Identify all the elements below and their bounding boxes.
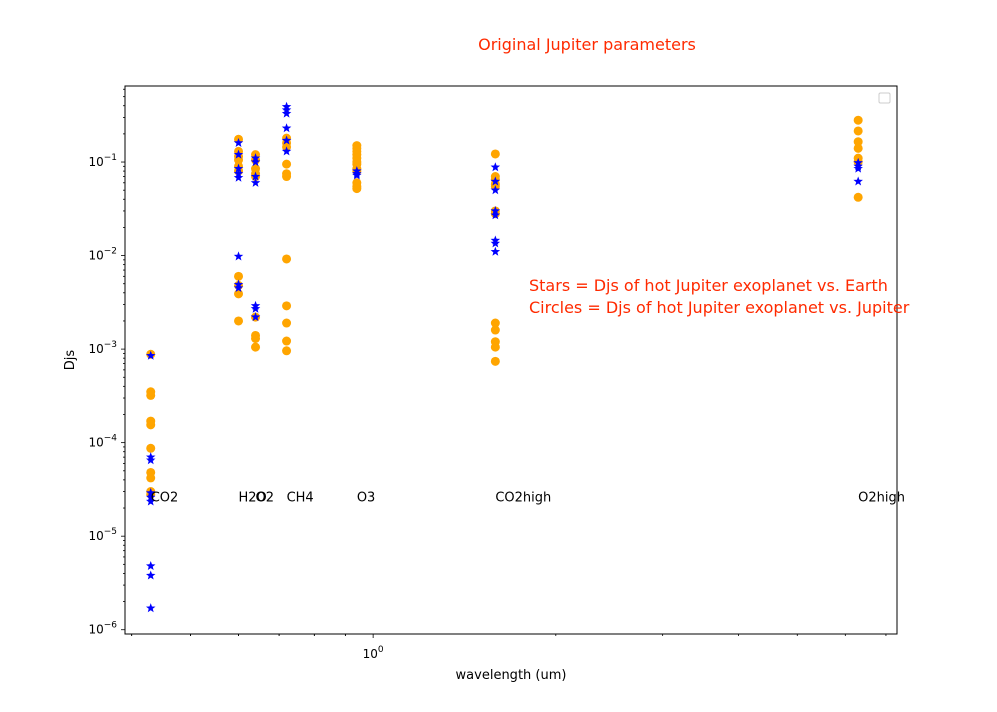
star-point	[233, 283, 244, 293]
annotation-stars: Stars = Djs of hot Jupiter exoplanet vs.…	[529, 276, 888, 295]
star-point	[145, 496, 156, 506]
star-point	[233, 251, 244, 261]
circle-point	[251, 342, 261, 352]
circle-point	[282, 301, 292, 311]
circle-point	[146, 390, 156, 400]
star-point	[281, 146, 292, 156]
star-point	[145, 570, 156, 580]
star-point	[490, 185, 501, 195]
star-point	[281, 123, 292, 133]
y-tick-label: 10−3	[88, 340, 117, 356]
y-tick-label: 10−4	[88, 434, 117, 450]
x-axis-label: wavelength (um)	[456, 668, 567, 683]
circle-point	[234, 289, 244, 299]
minor-ticks	[123, 88, 887, 636]
circle-point	[282, 254, 292, 264]
chart-title: Original Jupiter parameters	[478, 35, 696, 54]
molecule-label: O2high	[858, 490, 905, 505]
circle-point	[853, 192, 863, 202]
star-point	[233, 149, 244, 159]
y-tick-label: 10−2	[88, 247, 117, 263]
x-tick-label: 100	[363, 645, 384, 661]
data-points	[145, 101, 863, 613]
star-point	[145, 561, 156, 571]
star-point	[250, 157, 261, 167]
circle-point	[853, 137, 863, 147]
circle-point	[490, 149, 500, 159]
star-point	[250, 177, 261, 187]
star-point	[853, 176, 863, 186]
circle-point	[853, 115, 863, 125]
star-point	[145, 603, 156, 613]
molecule-label: H2O	[239, 490, 267, 505]
star-point	[490, 238, 501, 248]
circle-point	[853, 126, 863, 136]
star-point	[250, 303, 261, 313]
circle-point	[853, 143, 863, 153]
circle-point	[490, 342, 500, 352]
star-point	[490, 246, 501, 256]
circle-point	[282, 346, 292, 356]
circle-point	[490, 325, 500, 335]
molecule-label: O2	[256, 490, 275, 505]
circle-point	[234, 316, 244, 326]
circle-point	[490, 356, 500, 366]
y-axis-label: Djs	[63, 350, 78, 371]
star-point	[233, 172, 244, 182]
circle-point	[282, 318, 292, 328]
annotation-circles: Circles = Djs of hot Jupiter exoplanet v…	[529, 298, 910, 317]
star-point	[250, 171, 261, 181]
circle-point	[282, 336, 292, 346]
star-point	[250, 312, 261, 322]
circle-point	[282, 159, 292, 169]
circle-point	[146, 473, 156, 483]
star-point	[233, 137, 244, 147]
star-point	[233, 163, 244, 173]
legend-box	[878, 92, 891, 104]
star-point	[490, 162, 501, 172]
y-tick-label: 10−5	[88, 527, 117, 543]
circle-point	[490, 318, 500, 328]
star-point	[853, 163, 863, 173]
star-point	[145, 455, 156, 465]
star-point	[281, 135, 292, 145]
y-tick-label: 10−6	[88, 621, 117, 637]
molecule-label: O3	[357, 490, 376, 505]
star-point	[145, 350, 156, 360]
x-axis-ticks: 100	[363, 634, 384, 661]
molecule-label: CO2	[151, 490, 179, 505]
y-axis-ticks: 10−6 10−5 10−4 10−3 10−2 10−1	[88, 153, 125, 637]
circle-point	[146, 443, 156, 453]
star-point	[490, 210, 501, 220]
star-point	[352, 170, 362, 180]
circle-point	[146, 420, 156, 430]
circle-point	[282, 172, 292, 182]
circle-point	[251, 333, 261, 343]
circle-point	[234, 271, 244, 281]
molecule-label: CO2high	[495, 490, 551, 505]
y-tick-label: 10−1	[88, 153, 117, 169]
molecule-label: CH4	[287, 490, 314, 505]
circle-point	[352, 184, 362, 194]
star-point	[281, 108, 292, 118]
star-point	[490, 176, 501, 186]
